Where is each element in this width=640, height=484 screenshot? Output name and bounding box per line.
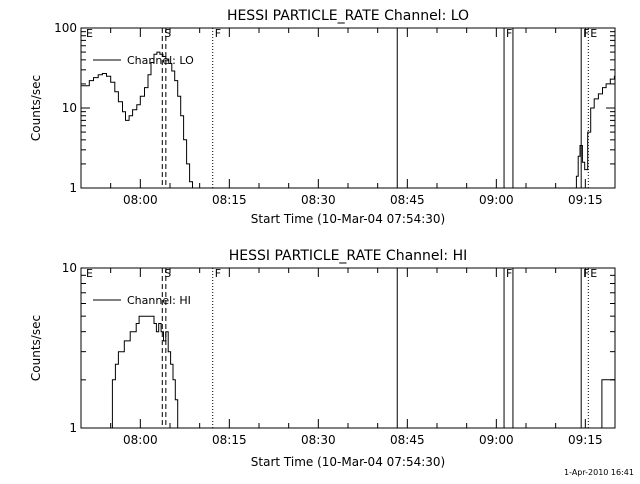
- panel2-x-tick-label: 08:00: [123, 433, 158, 447]
- panel1-y-tick-label: 1: [69, 181, 77, 195]
- plot-date-stamp: 1-Apr-2010 16:41: [564, 468, 634, 477]
- panel1-y-axis-label: Counts/sec: [29, 75, 43, 141]
- panel1-x-axis-label: Start Time (10-Mar-04 07:54:30): [251, 212, 445, 226]
- panel1-y-tick-label: 10: [62, 101, 77, 115]
- panel2-annotation-label: S: [164, 267, 171, 280]
- panel1-annotation-label: F: [583, 27, 589, 40]
- panel1-annotation-label: S: [164, 27, 171, 40]
- panel2-y-tick-label: 10: [62, 261, 77, 275]
- panel1-series-line: [574, 75, 615, 188]
- panel2-frame: [80, 267, 616, 429]
- panel1-annotation-label: F: [215, 27, 221, 40]
- panel1-x-tick-label: 09:15: [568, 193, 603, 207]
- panel1-x-tick-label: 08:30: [301, 193, 336, 207]
- panel2-annotation-label: F: [583, 267, 589, 280]
- panel1-plot: HESSI PARTICLE_RATE Channel: LO Counts/se…: [29, 8, 616, 226]
- panel2-x-tick-label: 09:15: [568, 433, 603, 447]
- panel1-x-tick-label: 08:45: [390, 193, 425, 207]
- panel1-series-line: [81, 51, 193, 188]
- panel2-x-tick-label: 09:00: [479, 433, 514, 447]
- panel2-plot: HESSI PARTICLE_RATE Channel: HI Counts/se…: [29, 248, 616, 469]
- panel2-x-tick-label: 08:45: [390, 433, 425, 447]
- panel1-annotation-label: E: [86, 27, 93, 40]
- panel1-x-tick-label: 09:00: [479, 193, 514, 207]
- panel2-annotation-label: E: [86, 267, 93, 280]
- panel2-x-tick-label: 08:15: [212, 433, 247, 447]
- panel1-frame: [80, 27, 616, 189]
- panel2-y-axis-label: Counts/sec: [29, 315, 43, 381]
- panel2-legend-label: Channel: HI: [127, 294, 191, 307]
- panel2-series-line: [600, 379, 615, 428]
- panel1-annotation-label: E: [590, 27, 597, 40]
- panel1-x-tick-label: 08:00: [123, 193, 158, 207]
- panel2-series-line: [110, 315, 179, 428]
- panel1-y-tick-label: 100: [54, 21, 77, 35]
- panel2-x-axis-label: Start Time (10-Mar-04 07:54:30): [251, 455, 445, 469]
- panel2-title: HESSI PARTICLE_RATE Channel: HI: [229, 248, 467, 264]
- panel2-annotation-label: F: [215, 267, 221, 280]
- panel2-annotation-label: F: [506, 267, 512, 280]
- panel1-legend-label: Channel: LO: [127, 54, 194, 67]
- panel1-title: HESSI PARTICLE_RATE Channel: LO: [227, 8, 469, 24]
- panel2-series: [110, 315, 615, 428]
- panel1-series: [81, 51, 615, 188]
- panel2-x-tick-label: 08:30: [301, 433, 336, 447]
- panel2-y-tick-label: 1: [69, 421, 77, 435]
- panel1-x-tick-label: 08:15: [212, 193, 247, 207]
- panel2-annotation-label: E: [590, 267, 597, 280]
- panel1-annotation-label: F: [506, 27, 512, 40]
